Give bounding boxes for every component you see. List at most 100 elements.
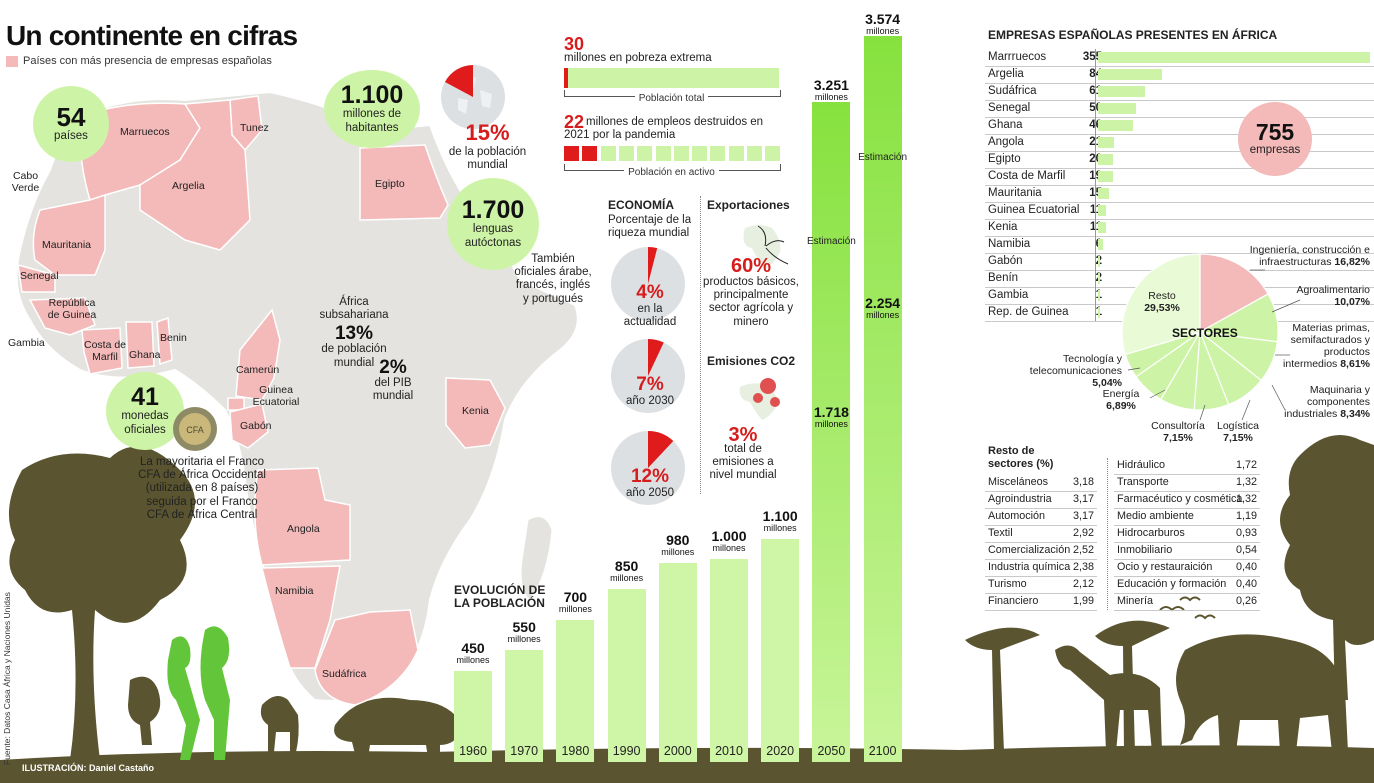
country-label: República de Guinea [47, 297, 97, 322]
population-value-number: 450 [461, 639, 485, 656]
poverty-bar [564, 68, 779, 88]
estimate-low-value: 2.254 millones [858, 296, 908, 320]
country-label: Camerún [236, 364, 280, 376]
empresas-country: Gabón [988, 255, 1023, 267]
emisiones-label: total de emisiones a nivel mundial [709, 443, 777, 482]
empresas-bar [1098, 205, 1107, 216]
estimate-low-unit: millones [866, 310, 900, 321]
resto-sector: Turismo [988, 578, 1027, 590]
economia-subtitle: Porcentaje de la riqueza mundial [608, 214, 692, 240]
population-year: 2010 [715, 744, 743, 758]
job-square [692, 146, 708, 161]
economia-globe [611, 431, 685, 505]
poverty-globe [441, 65, 505, 129]
population-value: 450 millones [446, 641, 500, 665]
economia-value: 12% [630, 466, 670, 487]
subsahariana-value: 13% [334, 323, 374, 345]
sector-value: 7,15% [1223, 432, 1253, 445]
country-label: Egipto [375, 178, 405, 190]
empresas-row: Sudáfrica61 [985, 83, 1374, 101]
population-value-unit: millones [712, 542, 746, 553]
sector-slice [1199, 253, 1269, 334]
population-value-number: 3.251 [813, 76, 849, 93]
lenguas-note: También oficiales árabe, francés, inglés… [514, 253, 592, 305]
poverty-caption: Población total [564, 93, 779, 104]
monedas-label: monedas oficiales [121, 410, 169, 436]
resto-row: Misceláneos 3,18 [985, 474, 1097, 492]
coin-icon: CFA [173, 407, 217, 451]
population-value: 1.100 millones [753, 509, 807, 533]
country-label: Guinea Ecuatorial [252, 384, 300, 409]
empresas-bar [1098, 222, 1107, 233]
resto-value: 0,93 [1235, 527, 1257, 539]
empresas-bar [1098, 69, 1163, 80]
resto-sector: Automoción [988, 510, 1046, 522]
resto-divider [1107, 458, 1109, 610]
resto-sector: Educación y formación [1117, 578, 1227, 590]
poverty-value: 30 [564, 34, 585, 54]
job-square [655, 146, 671, 161]
country-label: Namibia [275, 585, 314, 597]
resto-value: 1,99 [1072, 595, 1094, 607]
sector-label: Tecnología y telecomunicaciones 5,04% [1018, 353, 1122, 389]
empresas-row: Namibia6 [985, 236, 1374, 254]
credit: ILUSTRACIÓN: Daniel Castaño [22, 763, 155, 773]
pib-value: 2% [379, 357, 407, 378]
resto-value: 1,19 [1235, 510, 1257, 522]
job-square [728, 146, 744, 161]
sector-pie [1121, 253, 1279, 411]
resto-row: Educación y formación 0,40 [1114, 576, 1260, 594]
country-label: Tunez [240, 122, 269, 134]
population-bar [454, 670, 492, 762]
resto-sector: Industria química [988, 561, 1071, 573]
population-bar [505, 650, 544, 762]
population-year: 2000 [663, 744, 692, 758]
poverty-slice [445, 65, 473, 97]
empresas-bar [1098, 273, 1100, 284]
resto-row: Hidráulico 1,72 [1114, 457, 1260, 475]
population-value: 1.000 millones [702, 529, 756, 553]
empresas-count: 355 [1082, 51, 1102, 63]
job-square [747, 146, 762, 161]
population-bar [658, 563, 697, 762]
empresas-total-bubble: 755 empresas [1238, 102, 1312, 176]
job-square [600, 146, 616, 161]
emisiones-value: 3% [728, 424, 758, 446]
subsahariana-label: de población mundial [321, 343, 387, 369]
resto-value: 2,92 [1072, 527, 1094, 539]
sector-label: Maquinaria y componentes industriales 8,… [1270, 384, 1370, 420]
monedas-value: 41 [131, 383, 159, 412]
sector-name: Resto [1148, 290, 1176, 302]
job-square [564, 146, 579, 161]
empresas-country: Gambia [988, 289, 1029, 301]
empresas-row: Ghana46 [985, 117, 1374, 135]
sector-value: 10,07% [1334, 296, 1370, 309]
pobreza-value: 15% [465, 120, 510, 145]
resto-row: Turismo 2,12 [985, 576, 1097, 594]
economia-slice [648, 431, 674, 468]
country-label: Angola [287, 523, 320, 535]
resto-row: Hidrocarburos 0,93 [1114, 525, 1260, 543]
resto-sector: Comercialización [988, 544, 1071, 556]
population-value-number: 1.100 [762, 507, 798, 524]
job-square [618, 146, 634, 161]
resto-row: Medio ambiente 1,19 [1114, 508, 1260, 526]
empresas-row: Guinea Ecuatorial11 [985, 202, 1374, 220]
population-value-unit: millones [507, 634, 541, 645]
resto-sector: Agroindustria [988, 493, 1052, 505]
empresas-country: Rep. de Guinea [988, 306, 1069, 318]
population-value-unit: millones [661, 547, 695, 558]
empresas-bar [1098, 188, 1110, 199]
empresas-country: Namibia [988, 238, 1031, 250]
estimate-low-unit: millones [814, 419, 848, 430]
population-year: 1990 [612, 744, 641, 758]
empresas-country: Egipto [988, 153, 1021, 165]
resto-row: Textil 2,92 [985, 525, 1097, 543]
subsahariana-title: África subsahariana [319, 296, 389, 322]
sector-name: Tecnología y telecomunicaciones [1029, 353, 1122, 378]
resto-value: 0,26 [1235, 595, 1257, 607]
sector-name: Consultoría [1151, 420, 1205, 432]
resto-sector: Misceláneos [988, 476, 1049, 488]
empresas-total-value: 755 [1255, 118, 1295, 145]
resto-value: 1,32 [1235, 476, 1257, 488]
